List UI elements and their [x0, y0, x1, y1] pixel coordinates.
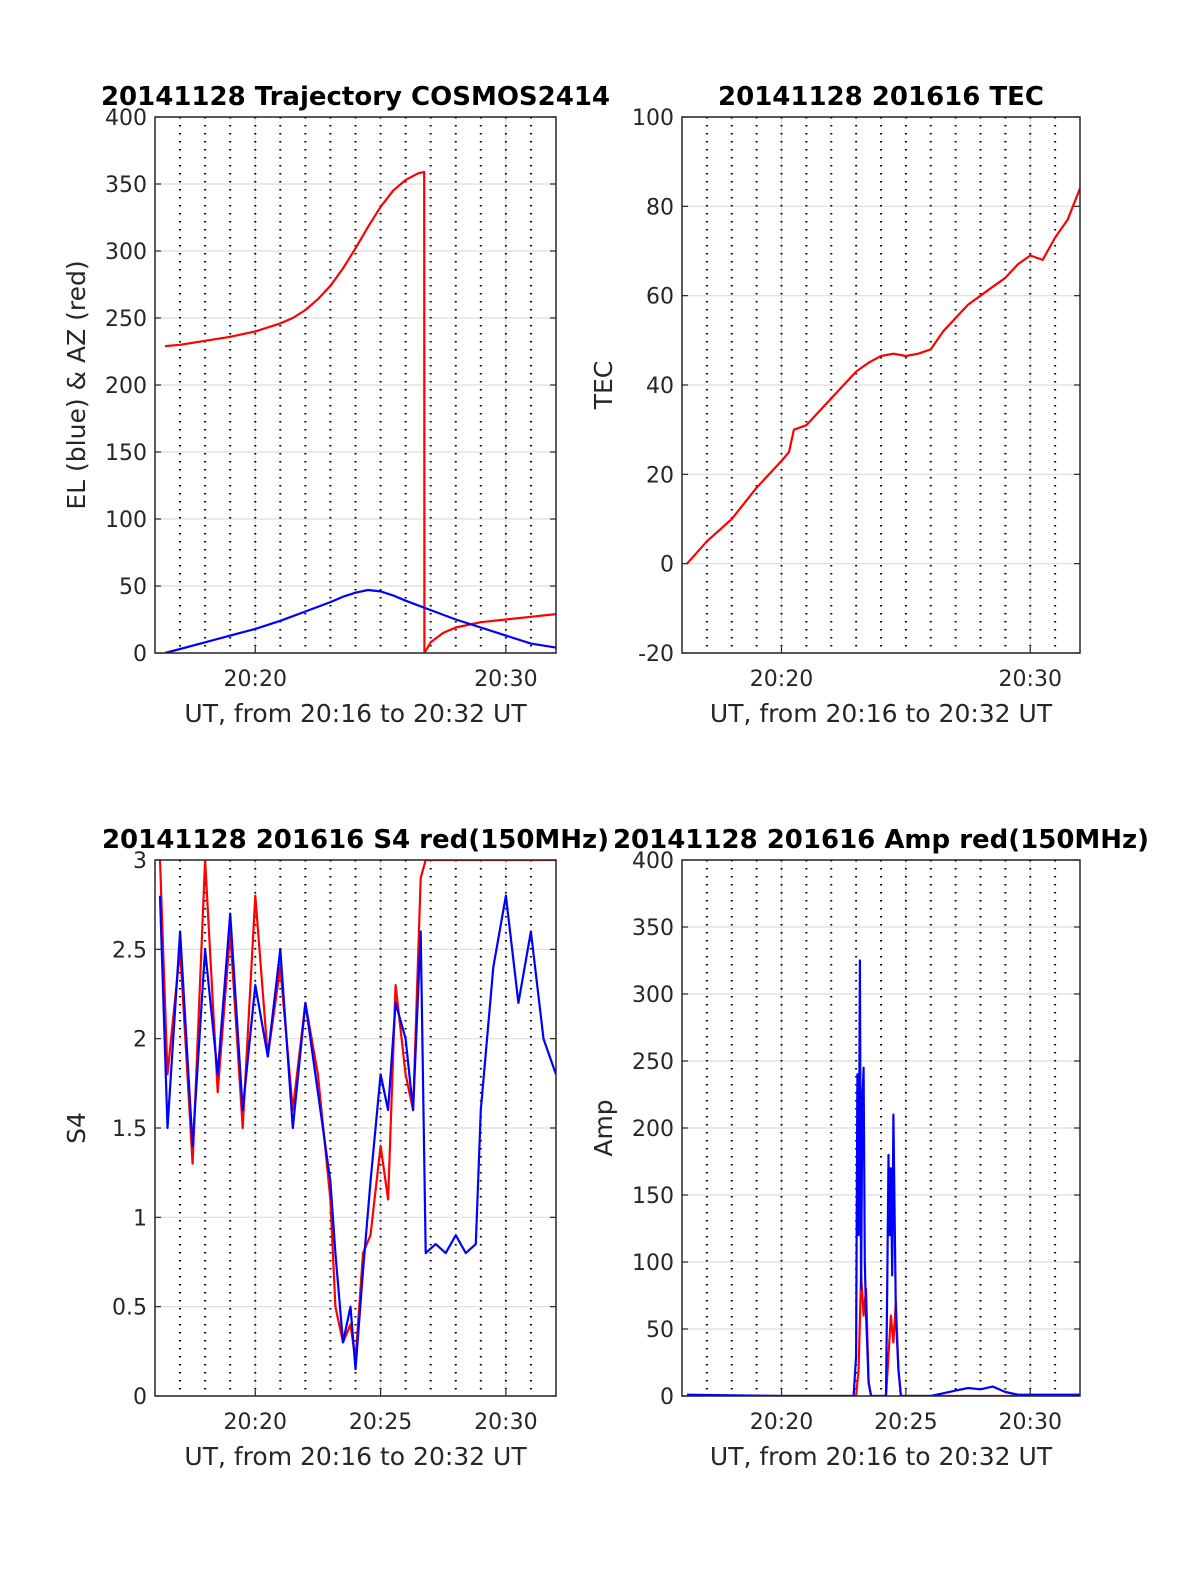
y-tick-label: 150 [632, 1184, 674, 1209]
x-tick-label: 20:20 [750, 1410, 813, 1435]
chart-panel-4: 0 50 100 150 200 250 300 350 400 20:20 20:25 20:30 2… [589, 825, 1149, 1471]
series-line-2 [158, 894, 556, 1371]
x-tick-label: 20:30 [474, 1410, 537, 1435]
y-tick-label: 300 [632, 983, 674, 1008]
x-axis-label: UT, from 20:16 to 20:32 UT [710, 699, 1053, 728]
x-tick-label: 20:25 [349, 1410, 412, 1435]
y-tick-label: 40 [646, 374, 674, 399]
x-tick-label: 20:30 [474, 667, 537, 692]
y-axis-label: TEC [589, 361, 618, 411]
x-tick-label: 20:20 [750, 667, 813, 692]
y-tick-label: 80 [646, 195, 674, 220]
series-line-2 [164, 588, 556, 653]
x-tick-label: 20:25 [874, 1410, 937, 1435]
chart-panel-1: 0 50 100 150 200 250 300 350 400 20:20 20:30 201411… [62, 82, 610, 728]
y-tick-label: 1.5 [112, 1117, 147, 1142]
y-tick-label: 20 [646, 463, 674, 488]
y-tick-label: 350 [632, 916, 674, 941]
chart-title: 20141128 201616 S4 red(150MHz) [102, 825, 609, 855]
x-tick-label: 20:30 [999, 667, 1062, 692]
y-tick-label: 0.5 [112, 1296, 147, 1321]
y-tick-label: 50 [119, 575, 147, 600]
y-tick-label: 2.5 [112, 938, 147, 963]
chart-panel-3: 0 0.5 1 1.5 2 2.5 3 20:20 20:25 20:30 20141128 201… [62, 825, 609, 1471]
y-tick-label: 250 [105, 307, 147, 332]
y-tick-label: 400 [632, 849, 674, 874]
x-axis-label: UT, from 20:16 to 20:32 UT [184, 1442, 527, 1471]
y-axis-label: Amp [589, 1099, 618, 1156]
y-tick-label: 1 [133, 1206, 147, 1231]
chart-title: 20141128 201616 TEC [718, 82, 1044, 112]
series-line-1 [686, 188, 1080, 565]
y-tick-label: 100 [632, 106, 674, 131]
y-tick-label: 150 [105, 441, 147, 466]
y-tick-label: 200 [632, 1117, 674, 1142]
x-tick-label: 20:30 [999, 1410, 1062, 1435]
y-tick-label: 100 [632, 1251, 674, 1276]
y-tick-label: 200 [105, 374, 147, 399]
y-tick-label: 50 [646, 1318, 674, 1343]
y-tick-label: 3 [133, 849, 147, 874]
x-tick-label: 20:20 [224, 1410, 287, 1435]
chart-title: 20141128 Trajectory COSMOS2414 [101, 82, 610, 112]
y-tick-label: 0 [133, 1385, 147, 1410]
y-tick-label: 2 [133, 1028, 147, 1053]
series-line-1 [164, 170, 556, 653]
y-axis-label: EL (blue) & AZ (red) [62, 260, 91, 509]
series-line-1 [158, 860, 556, 1362]
x-tick-label: 20:20 [224, 667, 287, 692]
y-axis-label: S4 [62, 1112, 91, 1144]
y-tick-label: 0 [133, 642, 147, 667]
y-tick-label: -20 [638, 642, 674, 667]
x-axis-label: UT, from 20:16 to 20:32 UT [184, 699, 527, 728]
y-tick-label: 0 [660, 1385, 674, 1410]
y-tick-label: 0 [660, 553, 674, 578]
y-tick-label: 350 [105, 173, 147, 198]
series-line-2 [686, 959, 1080, 1396]
y-tick-label: 100 [105, 508, 147, 533]
y-tick-label: 300 [105, 240, 147, 265]
series-line-1 [687, 1274, 1080, 1396]
chart-title: 20141128 201616 Amp red(150MHz) [613, 825, 1149, 855]
chart-panel-2: -20 0 20 40 60 80 100 20:20 20:30 20141128 201616… [589, 82, 1081, 728]
y-tick-label: 250 [632, 1050, 674, 1075]
x-axis-label: UT, from 20:16 to 20:32 UT [710, 1442, 1053, 1471]
y-tick-label: 60 [646, 285, 674, 310]
y-tick-label: 400 [105, 106, 147, 131]
